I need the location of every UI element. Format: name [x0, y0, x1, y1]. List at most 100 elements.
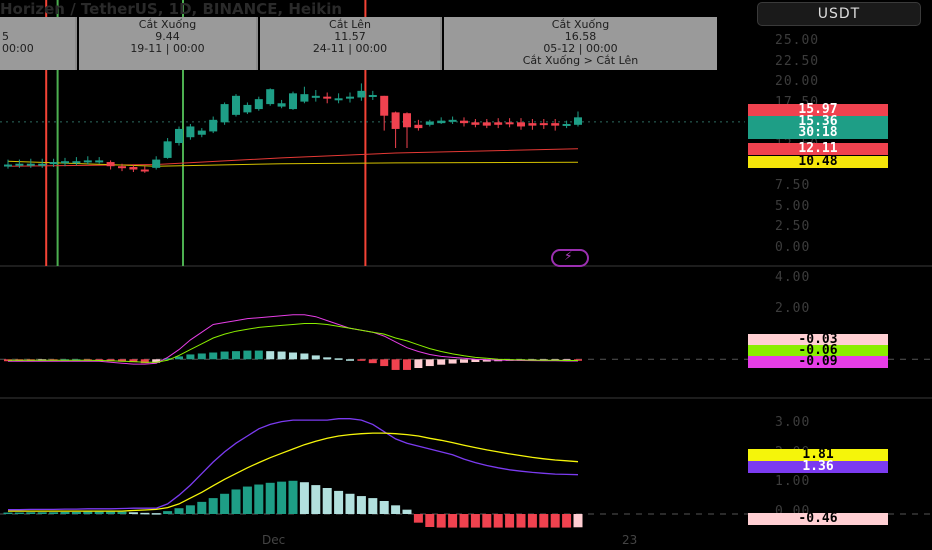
- macd-histogram-bar: [539, 514, 549, 528]
- osc1-histogram-bar: [277, 351, 286, 360]
- info-name: Cắt Xuống: [551, 18, 610, 31]
- osc1-histogram-bar: [300, 353, 309, 360]
- price-axis-tick: 5.00: [775, 198, 811, 214]
- candle-body: [437, 120, 446, 124]
- macd-histogram-bar: [448, 514, 458, 528]
- candle-body: [448, 119, 457, 122]
- info-time: 00:00: [2, 42, 34, 55]
- candle-body: [551, 123, 560, 126]
- macd-histogram-bar: [368, 498, 378, 514]
- macd-histogram-bar: [402, 509, 412, 514]
- macd-histogram-bar: [322, 488, 332, 514]
- macd-histogram-bar: [425, 514, 435, 527]
- macd-histogram-bar: [71, 511, 81, 514]
- candle-body: [118, 166, 126, 169]
- osc1-histogram-bar: [243, 350, 252, 360]
- macd-histogram-bar: [356, 496, 366, 514]
- macd-histogram-bar: [197, 501, 207, 514]
- candle-body: [61, 161, 69, 164]
- price-label: 30:18: [748, 126, 888, 139]
- osc1-histogram-bar: [414, 359, 423, 368]
- macd-histogram-bar: [277, 481, 287, 514]
- price-axis-tick: 0.00: [775, 240, 811, 255]
- x-axis-tick: 23: [622, 533, 638, 547]
- candle-body: [152, 159, 161, 168]
- currency-button[interactable]: USDT: [757, 2, 921, 26]
- candle-body: [95, 160, 104, 163]
- macd-histogram-bar: [106, 511, 116, 514]
- macd-histogram-bar: [242, 486, 252, 514]
- macd-histogram-bar: [140, 512, 150, 515]
- macd-histogram-bar: [562, 514, 572, 528]
- osc1-histogram-bar: [152, 359, 161, 363]
- osc1-histogram-bar: [106, 359, 115, 362]
- macd-value-label: -0.46: [748, 512, 888, 525]
- osc1-value-label: -0.03: [748, 333, 888, 346]
- osc1-histogram-bar: [209, 352, 218, 360]
- osc1-histogram-bar: [403, 359, 411, 370]
- info-value: 16.58: [564, 30, 597, 43]
- candle-body: [414, 124, 423, 129]
- macd-histogram-bar: [151, 513, 161, 515]
- osc1-histogram-bar: [391, 359, 400, 370]
- candle-body: [391, 112, 400, 129]
- osc1-histogram-bar: [425, 359, 434, 367]
- osc1-histogram-bar: [220, 351, 229, 360]
- macd-histogram-bar: [128, 512, 138, 514]
- price-label: 10.48: [748, 155, 888, 168]
- macd-histogram-bar: [516, 514, 526, 528]
- macd-histogram-bar: [208, 498, 218, 514]
- osc1-histogram-bar: [380, 359, 389, 367]
- candle-body: [220, 104, 229, 123]
- osc1-histogram-bar: [140, 359, 149, 364]
- price-label: 12.11: [748, 142, 888, 155]
- osc1-histogram-bar: [118, 359, 126, 362]
- osc1-histogram-bar: [334, 358, 343, 360]
- macd-histogram-bar: [493, 514, 503, 528]
- candle-body: [528, 123, 537, 126]
- candle-body: [311, 95, 320, 98]
- macd-histogram-bar: [527, 514, 537, 528]
- macd-histogram-bar: [231, 489, 241, 514]
- info-name: Cắt Lên: [329, 18, 371, 31]
- osc1-axis-tick: 4.00: [775, 270, 811, 285]
- osc1-histogram-bar: [460, 359, 468, 363]
- info-table: 5 00:00 Cắt Xuống 9.44 19-11 | 00:00 Cắt…: [0, 17, 717, 70]
- macd-value-label: 1.36: [748, 460, 888, 473]
- macd-line: [8, 418, 579, 511]
- osc1-histogram-bar: [323, 357, 332, 360]
- macd-histogram-bar: [26, 512, 36, 514]
- candle-body: [482, 122, 491, 126]
- candle-body: [243, 104, 252, 113]
- macd-histogram-bar: [550, 514, 560, 528]
- info-note: Cắt Xuống > Cắt Lên: [522, 54, 639, 67]
- info-value: 11.57: [334, 30, 366, 43]
- osc1-line: [8, 314, 578, 365]
- macd-histogram-bar: [117, 511, 127, 514]
- x-axis-tick: Dec: [262, 533, 286, 547]
- macd-axis-tick: 1.00: [775, 474, 811, 489]
- info-value: 9.44: [155, 30, 180, 43]
- macd-histogram-bar: [379, 501, 389, 514]
- macd-histogram-bar: [14, 512, 24, 515]
- candle-body: [471, 122, 480, 125]
- macd-histogram-bar: [573, 514, 583, 528]
- candle-body: [300, 94, 309, 102]
- osc1-axis-tick: 2.00: [775, 301, 811, 316]
- osc1-histogram-bar: [437, 359, 446, 365]
- price-axis-tick: 22.50: [775, 53, 820, 69]
- price-axis-tick: 20.00: [775, 74, 820, 90]
- macd-histogram-bar: [60, 511, 70, 514]
- macd-value-label: 1.81: [748, 448, 888, 461]
- candle-body: [403, 113, 411, 128]
- candle-body: [460, 120, 468, 124]
- info-col-0: 5 00:00: [0, 17, 75, 70]
- macd-histogram-bar: [288, 480, 298, 514]
- macd-histogram-bar: [299, 482, 309, 514]
- candle-body: [289, 93, 297, 110]
- candle-body: [209, 119, 218, 132]
- osc1-histogram-bar: [346, 359, 354, 361]
- info-time: 05-12 | 00:00: [543, 42, 618, 55]
- macd-histogram-bar: [413, 514, 423, 523]
- candle-body: [323, 96, 332, 99]
